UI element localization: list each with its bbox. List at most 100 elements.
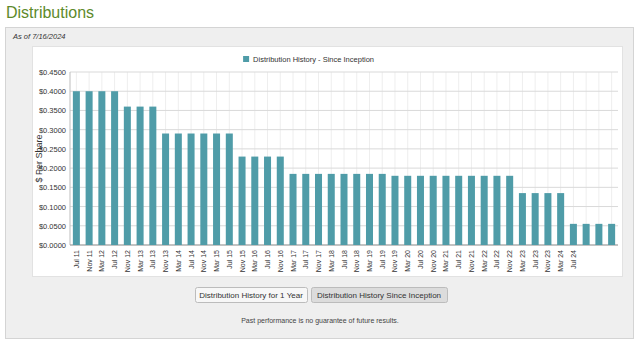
bar <box>302 174 309 245</box>
y-tick-label: $0.0500 <box>39 222 66 231</box>
bar <box>353 174 360 245</box>
bar <box>366 174 373 245</box>
y-tick-label: $0.1500 <box>39 183 66 192</box>
x-tick-label: Jul 22 <box>493 250 500 269</box>
x-tick-label: Jul 19 <box>379 250 386 269</box>
bar <box>149 107 156 245</box>
x-tick-label: Mar 12 <box>98 250 105 272</box>
as-of: As of 7/16/2024 <box>12 32 66 41</box>
x-tick-label: Jul 12 <box>111 250 118 269</box>
button-label[interactable]: Distribution History for 1 Year <box>199 291 303 300</box>
bar <box>226 134 233 245</box>
y-axis-label: $ Per Share <box>34 134 44 182</box>
x-tick-label: Nov 22 <box>506 250 513 272</box>
x-tick-label: Jul 13 <box>149 250 156 269</box>
y-tick-label: $0.4500 <box>39 68 66 77</box>
x-tick-label: Mar 17 <box>290 250 297 272</box>
bar <box>404 176 411 245</box>
bar <box>290 174 297 245</box>
legend-swatch <box>243 56 249 62</box>
x-tick-label: Jul 11 <box>73 250 80 268</box>
y-axis <box>70 72 71 245</box>
x-tick-label: Nov 11 <box>86 250 93 272</box>
x-tick-label: Nov 18 <box>353 250 360 272</box>
x-tick-label: Mar 14 <box>175 250 182 272</box>
bar <box>442 176 449 245</box>
bar <box>86 91 93 245</box>
x-tick-label: Mar 23 <box>519 250 526 272</box>
bar <box>493 176 500 245</box>
x-guide <box>586 72 587 245</box>
bar <box>557 193 564 245</box>
y-tick-label: $0.3000 <box>39 126 66 135</box>
x-tick-label: Jul 21 <box>455 250 462 269</box>
bar <box>73 91 80 245</box>
x-tick-label: Mar 24 <box>557 250 564 272</box>
x-tick-label: Nov 17 <box>315 250 322 272</box>
x-tick-label: Nov 15 <box>239 250 246 272</box>
y-tick-label: $0.1000 <box>39 203 66 212</box>
bar <box>188 134 195 245</box>
bar <box>506 176 513 245</box>
button-label[interactable]: Distribution History Since Inception <box>317 291 441 300</box>
x-tick-label: Jul 17 <box>302 250 309 269</box>
x-tick-label: Nov 12 <box>124 250 131 272</box>
x-tick-label: Jul 20 <box>417 250 424 269</box>
x-tick-label: Nov 16 <box>277 250 284 272</box>
bar <box>583 224 590 245</box>
button[interactable] <box>196 288 308 303</box>
x-tick-label: Jul 18 <box>341 250 348 269</box>
x-guide <box>611 72 612 245</box>
x-tick-label: Mar 19 <box>366 250 373 272</box>
x-tick-label: Nov 20 <box>430 250 437 272</box>
bar <box>430 176 437 245</box>
bar <box>532 193 539 245</box>
x-tick-label: Nov 21 <box>468 250 475 272</box>
x-tick-label: Jul 24 <box>570 250 577 269</box>
x-tick-label: Mar 21 <box>442 250 449 272</box>
x-tick-label: Nov 19 <box>391 250 398 272</box>
bar <box>391 176 398 245</box>
bar <box>124 107 131 245</box>
bar <box>264 157 271 245</box>
x-tick-label: Jul 14 <box>188 250 195 269</box>
x-tick-label: Nov 14 <box>200 250 207 272</box>
x-tick-label: Mar 16 <box>251 250 258 272</box>
x-tick-label: Jul 15 <box>226 250 233 269</box>
bar <box>595 224 602 245</box>
bar <box>162 134 169 245</box>
bar <box>608 224 615 245</box>
bar <box>315 174 322 245</box>
bar <box>328 174 335 245</box>
bar <box>468 176 475 245</box>
y-tick-label: $0.4000 <box>39 87 66 96</box>
bar <box>379 174 386 245</box>
bar <box>570 224 577 245</box>
y-gridline <box>70 72 618 73</box>
chart-area <box>33 47 623 277</box>
x-tick-label: Mar 15 <box>213 250 220 272</box>
legend-label: Distribution History - Since Inception <box>253 55 374 64</box>
bar <box>137 107 144 245</box>
x-tick-label: Mar 20 <box>404 250 411 272</box>
bar <box>175 134 182 245</box>
x-tick-label: Jul 23 <box>532 250 539 269</box>
bar <box>481 176 488 245</box>
bar <box>98 91 105 245</box>
bar <box>417 176 424 245</box>
bar <box>111 91 118 245</box>
button[interactable] <box>312 288 448 303</box>
x-tick-label: Nov 23 <box>544 250 551 272</box>
x-guide <box>573 72 574 245</box>
bar <box>200 134 207 245</box>
x-tick-label: Mar 22 <box>481 250 488 272</box>
x-tick-label: Nov 13 <box>162 250 169 272</box>
bar <box>519 193 526 245</box>
y-tick-label: $0.0000 <box>39 241 66 250</box>
y-tick-label: $0.3500 <box>39 106 66 115</box>
footnote: Past performance is no guarantee of futu… <box>241 317 399 325</box>
x-guide <box>598 72 599 245</box>
bar <box>340 174 347 245</box>
bar <box>277 157 284 245</box>
x-tick-label: Mar 13 <box>137 250 144 272</box>
